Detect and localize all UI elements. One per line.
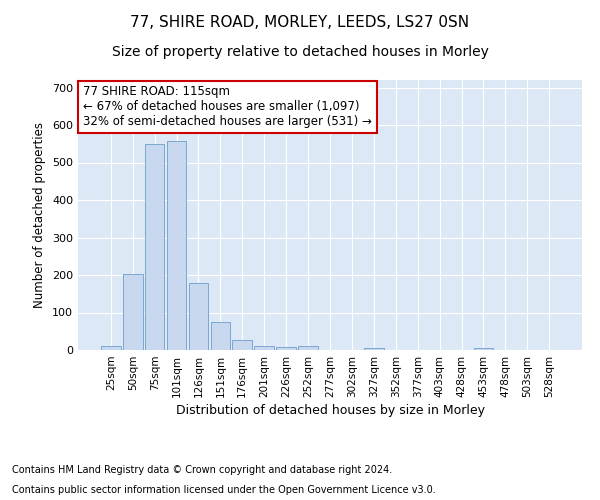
Bar (298, 346, 318, 350)
Text: Contains public sector information licensed under the Open Government Licence v3: Contains public sector information licen… (12, 485, 436, 495)
Bar (123, 274, 143, 350)
Bar (232, 340, 252, 350)
Bar (167, 141, 187, 350)
X-axis label: Distribution of detached houses by size in Morley: Distribution of detached houses by size … (176, 404, 485, 417)
Bar (101, 346, 121, 350)
Bar (188, 283, 208, 350)
Bar (145, 144, 164, 350)
Text: Contains HM Land Registry data © Crown copyright and database right 2024.: Contains HM Land Registry data © Crown c… (12, 465, 392, 475)
Y-axis label: Number of detached properties: Number of detached properties (34, 122, 46, 308)
Bar (473, 348, 493, 350)
Bar (364, 348, 384, 350)
Text: Size of property relative to detached houses in Morley: Size of property relative to detached ho… (112, 45, 488, 59)
Bar (276, 348, 296, 350)
Bar (211, 322, 230, 350)
Bar (254, 346, 274, 350)
Text: 77, SHIRE ROAD, MORLEY, LEEDS, LS27 0SN: 77, SHIRE ROAD, MORLEY, LEEDS, LS27 0SN (130, 15, 470, 30)
Text: 77 SHIRE ROAD: 115sqm
← 67% of detached houses are smaller (1,097)
32% of semi-d: 77 SHIRE ROAD: 115sqm ← 67% of detached … (83, 86, 372, 128)
